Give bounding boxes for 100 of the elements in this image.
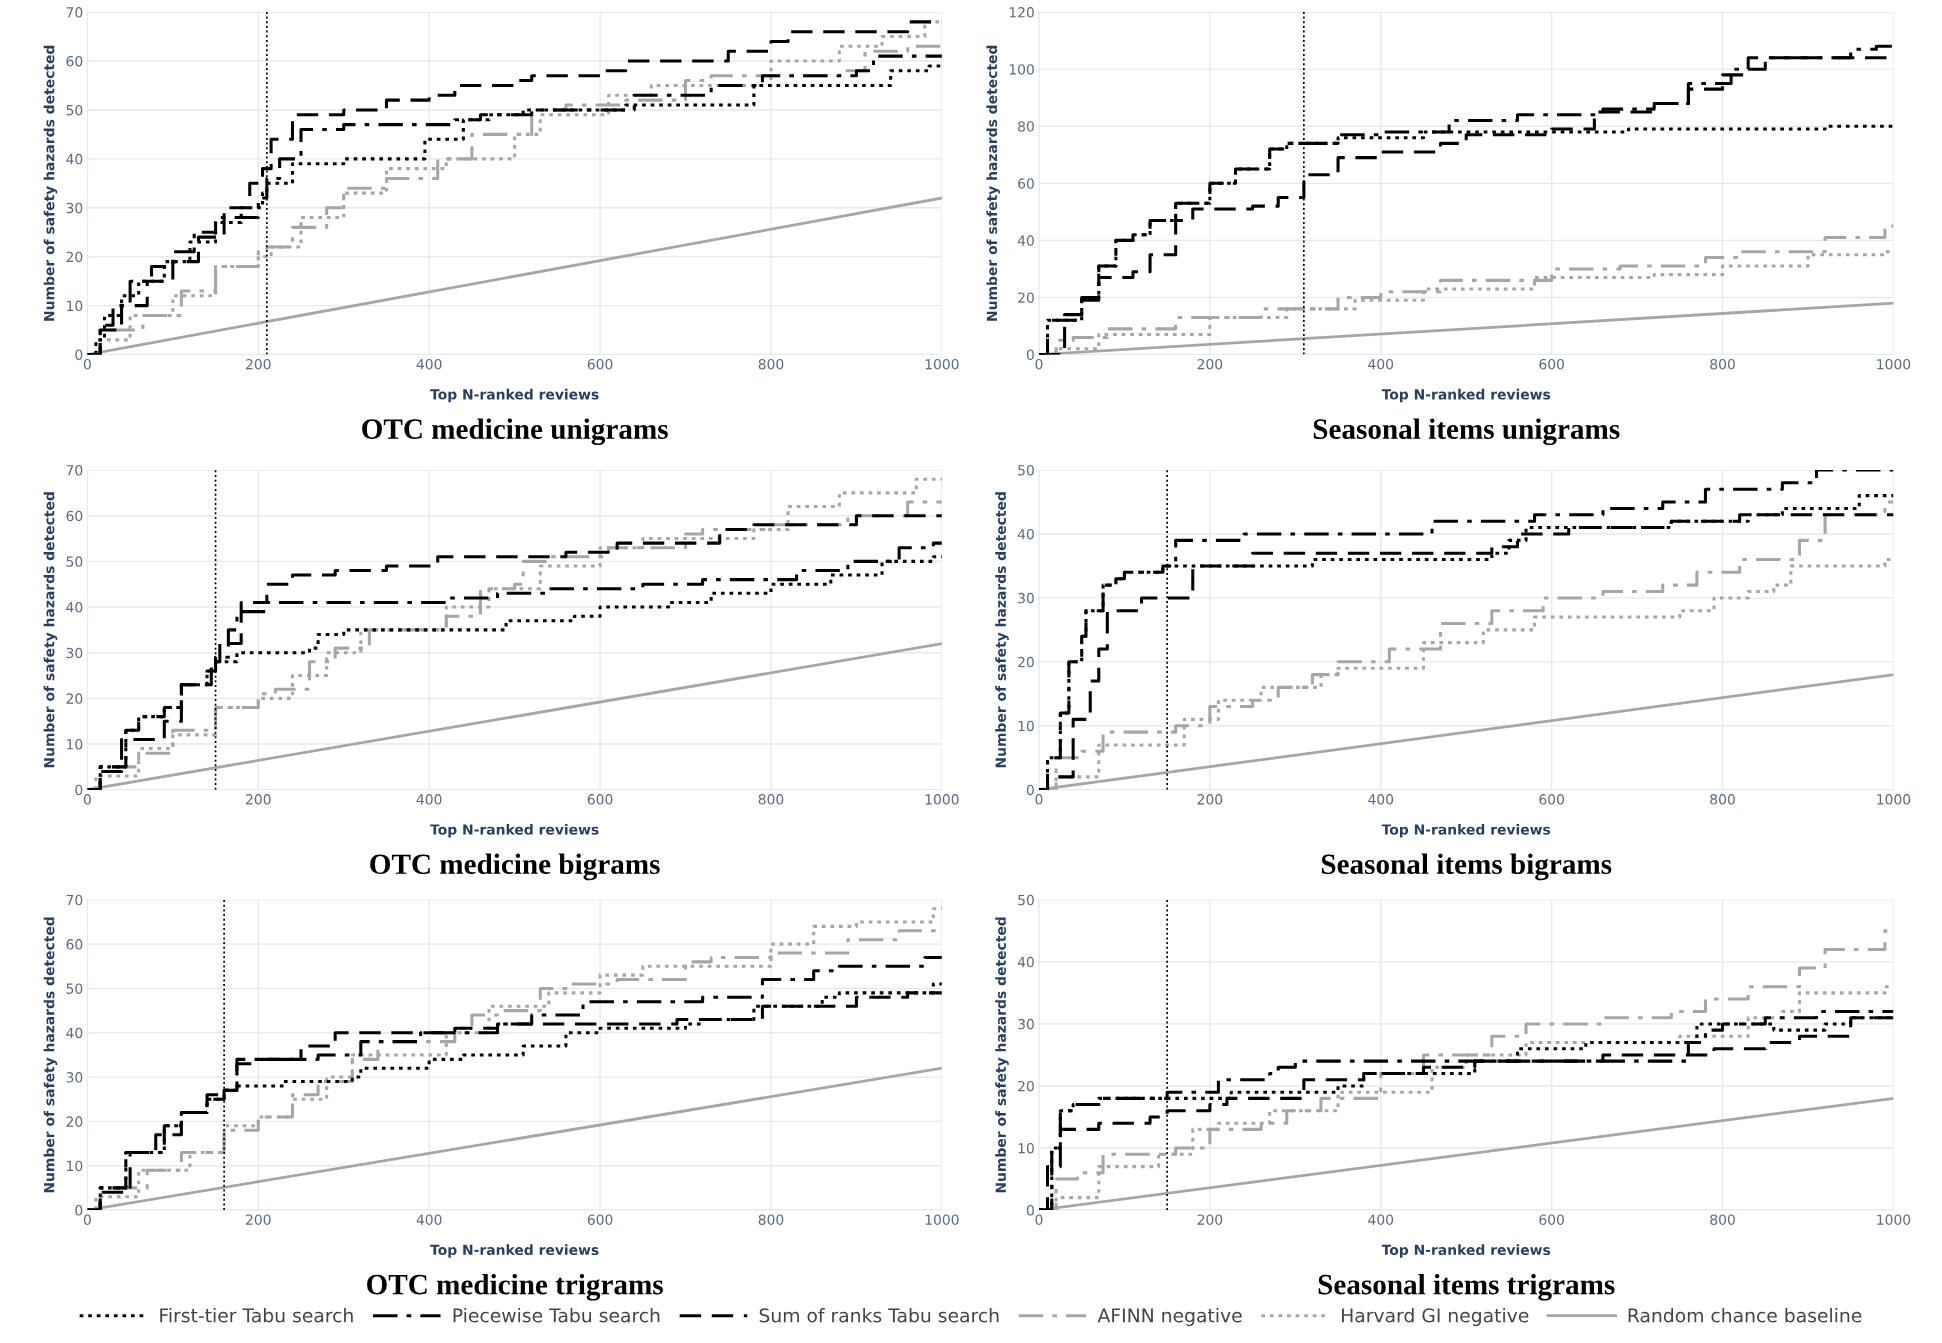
text: Seasonal items unigrams <box>1313 418 1620 446</box>
x-tick-label: 0 <box>1035 794 1043 805</box>
text: Seasonal items trigrams <box>1318 1273 1615 1301</box>
x-axis-title: Top N-ranked reviews <box>1381 823 1551 838</box>
y-tick-label: 0 <box>1026 349 1034 361</box>
y-tick-label: 40 <box>66 1027 83 1039</box>
y-tick-label: 20 <box>1018 292 1034 303</box>
y-tick-label: 20 <box>66 693 83 704</box>
x-tick-label: 400 <box>416 1214 442 1225</box>
y-tick-label: 40 <box>1017 235 1034 246</box>
x-tick-label: 1000 <box>1877 794 1911 805</box>
y-tick-label: 30 <box>66 647 83 659</box>
x-tick-label: 0 <box>83 358 91 370</box>
y-axis-title: Number of safety hazards detected <box>43 45 58 321</box>
y-tick-label: 30 <box>1018 1018 1034 1030</box>
x-tick-label: 600 <box>587 358 613 370</box>
x-axis-title: Top N-ranked reviews <box>430 388 599 403</box>
x-tick-label: 800 <box>1710 794 1735 805</box>
x-tick-label: 600 <box>1539 794 1564 805</box>
y-tick-label: 40 <box>66 602 83 613</box>
x-tick-label: 1000 <box>925 358 959 370</box>
x-tick-label: 0 <box>83 1214 91 1225</box>
text: Seasonal items bigrams <box>1321 853 1612 881</box>
y-tick-label: 30 <box>66 1072 83 1083</box>
y-axis-title: Number of safety hazards detected <box>43 917 58 1193</box>
y-tick-label: 10 <box>67 738 83 750</box>
text: OTC medicine trigrams <box>367 1273 663 1301</box>
text: OTC medicine bigrams <box>370 853 660 881</box>
x-tick-label: 1000 <box>925 1214 959 1225</box>
legend-label: AFINN negative <box>1097 1307 1242 1327</box>
y-tick-label: 20 <box>66 1116 83 1127</box>
legend-label: First-tier Tabu search <box>160 1307 353 1323</box>
y-tick-label: 60 <box>66 510 83 522</box>
y-tick-label: 80 <box>1018 121 1034 132</box>
x-tick-label: 0 <box>1035 1214 1043 1225</box>
y-tick-label: 30 <box>1018 592 1034 604</box>
y-axis-title: Number of safety hazards detected <box>43 492 58 768</box>
x-tick-label: 600 <box>587 1214 613 1225</box>
y-tick-label: 30 <box>66 202 83 214</box>
y-tick-label: 50 <box>1018 894 1034 906</box>
y-tick-label: 10 <box>67 1160 83 1172</box>
x-tick-label: 400 <box>1368 358 1394 370</box>
y-tick-label: 40 <box>66 153 83 165</box>
y-tick-label: 0 <box>1026 1205 1034 1216</box>
y-tick-label: 0 <box>75 784 83 796</box>
text: OTC medicine unigrams <box>362 418 668 446</box>
legend-label: Harvard GI negative <box>1342 1307 1529 1327</box>
x-tick-label: 800 <box>758 794 784 805</box>
x-tick-label: 800 <box>758 1214 784 1225</box>
y-tick-label: 10 <box>67 300 83 312</box>
y-tick-label: 10 <box>1018 720 1034 732</box>
x-tick-label: 600 <box>1539 1214 1564 1225</box>
x-tick-label: 800 <box>1710 1214 1735 1225</box>
y-tick-label: 60 <box>1018 178 1034 189</box>
y-tick-label: 120 <box>1009 7 1034 18</box>
x-axis-title: Top N-ranked reviews <box>430 823 599 838</box>
y-tick-label: 40 <box>1017 528 1034 540</box>
x-tick-label: 400 <box>416 794 442 805</box>
x-tick-label: 1000 <box>1877 1214 1911 1225</box>
x-tick-label: 0 <box>1035 358 1043 370</box>
y-tick-label: 50 <box>1018 465 1034 476</box>
y-tick-label: 60 <box>66 939 83 950</box>
y-tick-label: 50 <box>66 983 83 994</box>
legend-label: Piecewise Tabu search <box>453 1307 660 1323</box>
y-tick-label: 70 <box>66 7 83 18</box>
y-axis-title: Number of safety hazards detected <box>995 917 1009 1193</box>
y-tick-label: 0 <box>75 1205 83 1216</box>
x-tick-label: 800 <box>1710 358 1735 370</box>
x-axis-title: Top N-ranked reviews <box>1381 388 1551 403</box>
y-tick-label: 70 <box>66 465 83 476</box>
x-tick-label: 200 <box>1197 794 1223 805</box>
x-tick-label: 400 <box>416 358 442 370</box>
x-tick-label: 600 <box>1539 358 1564 370</box>
y-tick-label: 20 <box>1018 656 1034 668</box>
y-tick-label: 50 <box>66 104 83 116</box>
y-tick-label: 10 <box>1018 1142 1034 1154</box>
x-tick-label: 200 <box>246 1214 271 1225</box>
x-tick-label: 400 <box>1368 1214 1394 1225</box>
y-tick-label: 60 <box>66 55 83 67</box>
legend-label: Sum of ranks Tabu search <box>759 1307 999 1323</box>
x-axis-title: Top N-ranked reviews <box>1381 1244 1551 1258</box>
x-tick-label: 1000 <box>1877 358 1911 370</box>
x-tick-label: 600 <box>587 794 613 805</box>
legend-label: Random chance baseline <box>1628 1307 1862 1323</box>
y-tick-label: 40 <box>1017 956 1034 968</box>
x-tick-label: 200 <box>1197 1214 1223 1225</box>
x-tick-label: 400 <box>1368 794 1394 805</box>
y-tick-label: 20 <box>1018 1080 1034 1092</box>
y-tick-label: 100 <box>1009 64 1034 75</box>
y-tick-label: 50 <box>66 556 83 567</box>
y-tick-label: 70 <box>66 894 83 906</box>
x-tick-label: 1000 <box>925 794 959 805</box>
x-tick-label: 200 <box>246 358 271 370</box>
y-axis-title: Number of safety hazards detected <box>995 492 1009 768</box>
x-tick-label: 200 <box>1197 358 1223 370</box>
y-axis-title: Number of safety hazards detected <box>986 45 1000 321</box>
x-tick-label: 200 <box>246 794 271 805</box>
x-tick-label: 0 <box>83 794 91 805</box>
y-tick-label: 0 <box>75 349 83 361</box>
x-tick-label: 800 <box>758 358 784 370</box>
